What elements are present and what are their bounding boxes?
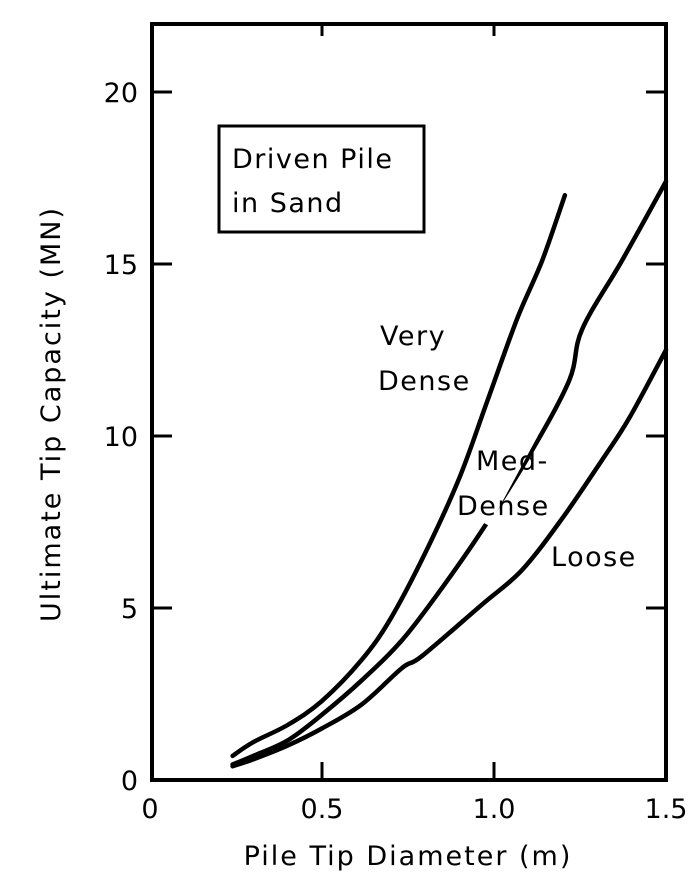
y-axis-title: Ultimate Tip Capacity (MN) bbox=[36, 206, 67, 622]
legend-line-1: Driven Pile bbox=[232, 144, 393, 175]
x-tick-labels: 0 0.5 1.0 1.5 bbox=[141, 794, 687, 825]
legend-box bbox=[217, 124, 426, 234]
axis-ticks bbox=[152, 24, 666, 780]
y-tick-label: 20 bbox=[104, 78, 138, 109]
very-dense-curve bbox=[230, 192, 568, 759]
med-dense-label-2: Dense bbox=[457, 491, 550, 522]
x-tick-label: 0 bbox=[141, 794, 158, 825]
med-dense-label-1: Med- bbox=[476, 446, 549, 477]
med-dense-curve bbox=[230, 179, 669, 767]
x-tick-label: 0.5 bbox=[301, 794, 344, 825]
very-dense-label-1: Very bbox=[380, 321, 446, 352]
y-tick-label: 5 bbox=[121, 594, 138, 625]
legend-line-2: in Sand bbox=[232, 188, 344, 219]
x-tick-label: 1.0 bbox=[473, 794, 516, 825]
y-tick-label: 0 bbox=[121, 766, 138, 797]
plot-frame bbox=[150, 22, 668, 782]
loose-curve bbox=[230, 347, 669, 769]
very-dense-label-2: Dense bbox=[378, 366, 471, 397]
x-axis-title: Pile Tip Diameter (m) bbox=[244, 841, 573, 872]
y-tick-label: 15 bbox=[104, 250, 138, 281]
loose-label: Loose bbox=[551, 542, 637, 573]
y-tick-labels: 0 5 10 15 20 bbox=[104, 78, 138, 797]
curves bbox=[230, 179, 669, 769]
y-tick-label: 10 bbox=[104, 422, 138, 453]
x-tick-label: 1.5 bbox=[645, 794, 688, 825]
curve-gap bbox=[481, 432, 538, 526]
